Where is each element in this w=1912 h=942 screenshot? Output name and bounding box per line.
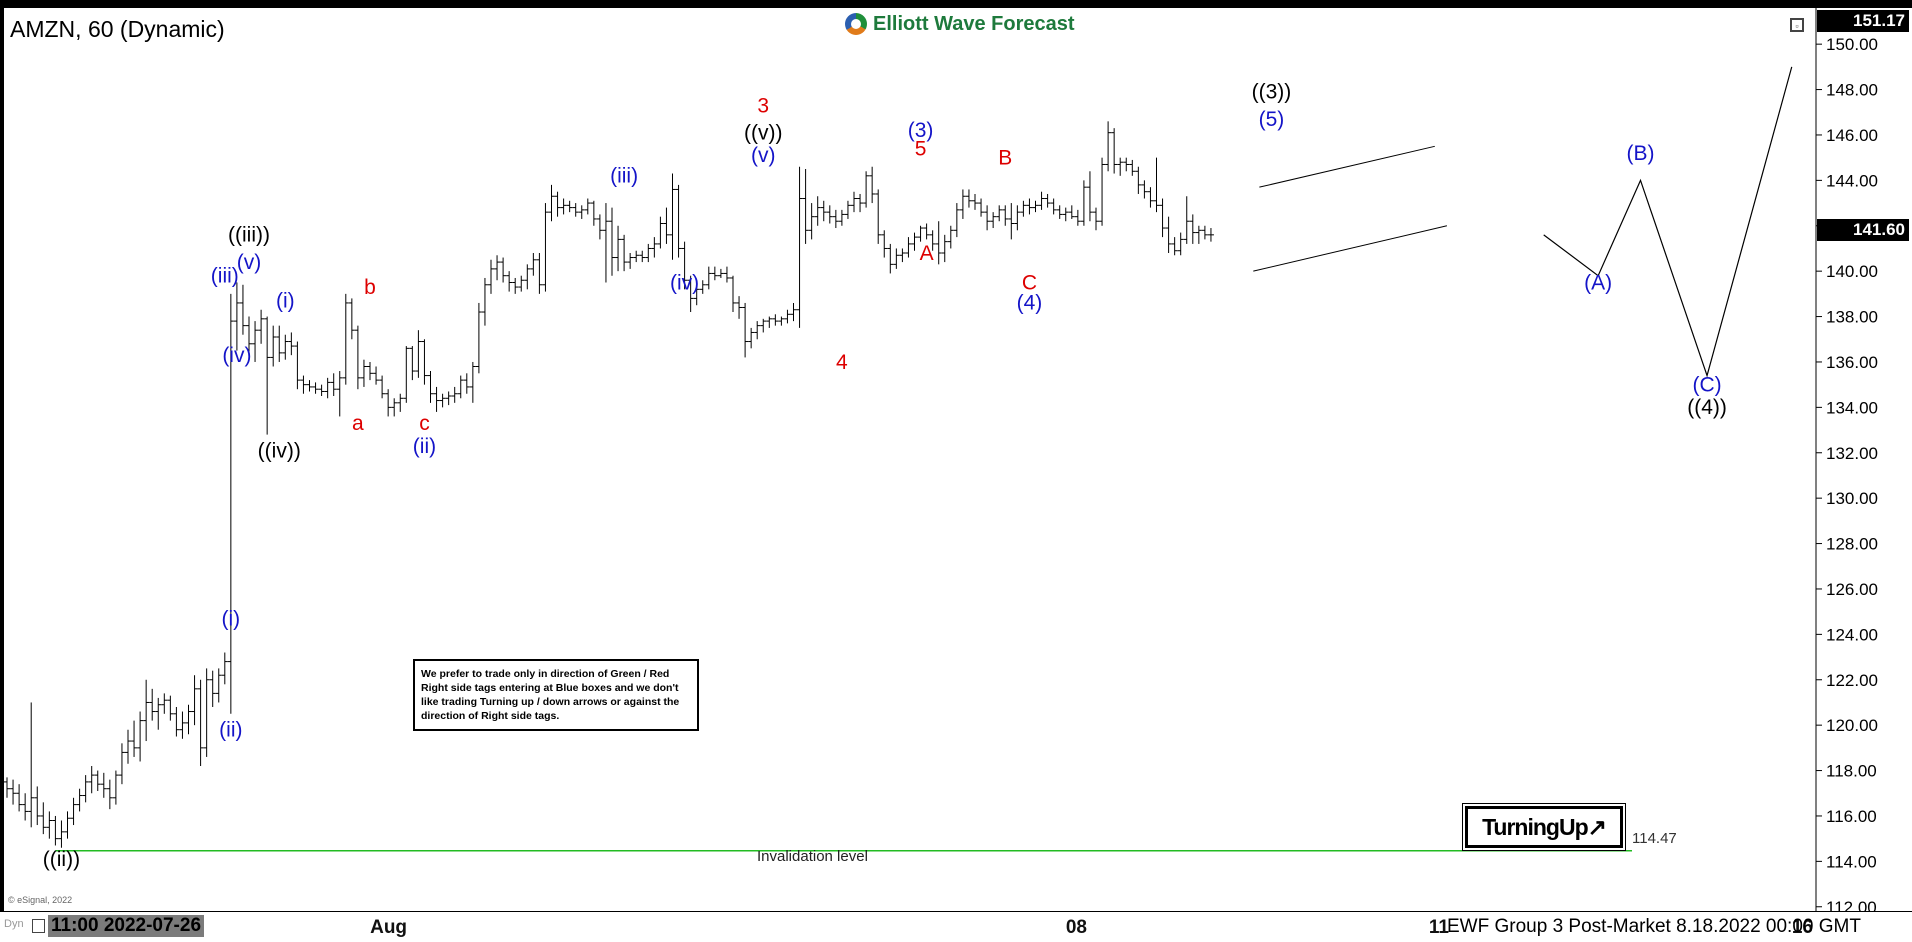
wave-label: a [352, 412, 364, 435]
plot-area[interactable] [4, 8, 1816, 911]
wave-label: (3) [908, 119, 934, 142]
turning-up-label: TurningUp [1482, 814, 1589, 840]
y-tick-label: 118.00 [1826, 762, 1877, 781]
wave-label: ((ii)) [43, 848, 80, 871]
wave-label: (v) [751, 144, 776, 167]
y-tick-label: 134.00 [1826, 398, 1878, 417]
wave-label: (iii) [211, 265, 239, 288]
projection-path [1543, 66, 1793, 378]
y-tick-label: 138.00 [1826, 308, 1878, 327]
invalidation-value: 114.47 [1632, 830, 1677, 847]
brand-name: Elliott Wave Forecast [873, 13, 1075, 35]
wave-label: 3 [757, 94, 769, 117]
last-price-label: 141.60 [1817, 219, 1909, 241]
wave-label: ((iv)) [258, 439, 301, 462]
wave-label: 5 [915, 137, 927, 160]
y-tick-label: 148.00 [1826, 81, 1878, 100]
wave-label: (i) [276, 289, 295, 312]
trading-note: We prefer to trade only in direction of … [413, 659, 699, 731]
y-tick-label: 146.00 [1826, 126, 1878, 145]
wave-label: 4 [836, 351, 848, 374]
wave-label: b [364, 276, 376, 299]
time-tick-label: 08 [1065, 917, 1087, 938]
wave-label: (A) [1584, 271, 1612, 294]
wave-label: (5) [1259, 108, 1285, 131]
wave-label: (ii) [219, 719, 242, 742]
wave-label: (iv) [670, 271, 699, 294]
y-tick-label: 122.00 [1826, 671, 1878, 690]
channel-line [1253, 225, 1448, 272]
brand-logo-icon [845, 13, 867, 35]
wave-label: (iii) [610, 165, 638, 188]
calendar-icon[interactable] [32, 919, 45, 933]
y-tick-label: 130.00 [1826, 489, 1878, 508]
wave-label: (C) [1692, 373, 1721, 396]
y-tick-label: 128.00 [1826, 535, 1878, 554]
wave-label: ((3)) [1252, 81, 1292, 104]
wave-label: (iv) [222, 344, 251, 367]
window-restore-icon[interactable]: ▫ [1790, 18, 1804, 32]
wave-label: A [920, 242, 934, 265]
channel-line [1259, 145, 1435, 188]
copyright-text: © eSignal, 2022 [8, 895, 73, 905]
wave-label: (v) [237, 251, 262, 274]
wave-label: B [998, 146, 1012, 169]
y-tick-label: 140.00 [1826, 262, 1878, 281]
wave-label: (4) [1017, 292, 1043, 315]
arrow-up-right-icon: ↗ [1587, 814, 1607, 840]
wave-label: ((iii)) [228, 224, 270, 247]
y-tick-label: 120.00 [1826, 716, 1878, 735]
wave-label: ((4)) [1687, 396, 1727, 419]
y-tick-label: 136.00 [1826, 353, 1878, 372]
time-tick-label: 16 [1791, 917, 1813, 938]
price-axis[interactable] [1816, 8, 1912, 911]
chart-title: AMZN, 60 (Dynamic) [10, 16, 225, 42]
y-tick-label: 132.00 [1826, 444, 1878, 463]
wave-label: ((v)) [744, 121, 782, 144]
y-tick-label: 116.00 [1826, 807, 1877, 826]
time-axis-bar[interactable]: Dyn 11:00 2022-07-26 Aug 08 11 16 EWF Group… [0, 911, 1912, 942]
time-tick-label: 11 [1428, 917, 1449, 938]
cursor-time-label: 11:00 2022-07-26 [48, 915, 205, 937]
top-price-label: 151.17 [1817, 10, 1909, 32]
y-tick-label: 150.00 [1826, 35, 1878, 54]
footer-info: EWF Group 3 Post-Market 8.18.2022 00:00 … [1447, 916, 1861, 937]
wave-label: c [419, 412, 430, 435]
wave-label: C [1022, 271, 1037, 294]
wave-label: (i) [222, 607, 241, 630]
y-tick-label: 144.00 [1826, 171, 1878, 190]
y-tick-label: 126.00 [1826, 580, 1878, 599]
turning-up-badge: TurningUp↗ [1462, 803, 1626, 851]
wave-label: (ii) [413, 435, 436, 458]
wave-label: (B) [1627, 142, 1655, 165]
dynamic-prefix: Dyn [4, 918, 24, 930]
invalidation-label: Invalidation level [757, 848, 868, 865]
time-tick-label: Aug [370, 917, 408, 938]
y-tick-label: 124.00 [1826, 625, 1878, 644]
y-tick-label: 114.00 [1826, 852, 1877, 871]
